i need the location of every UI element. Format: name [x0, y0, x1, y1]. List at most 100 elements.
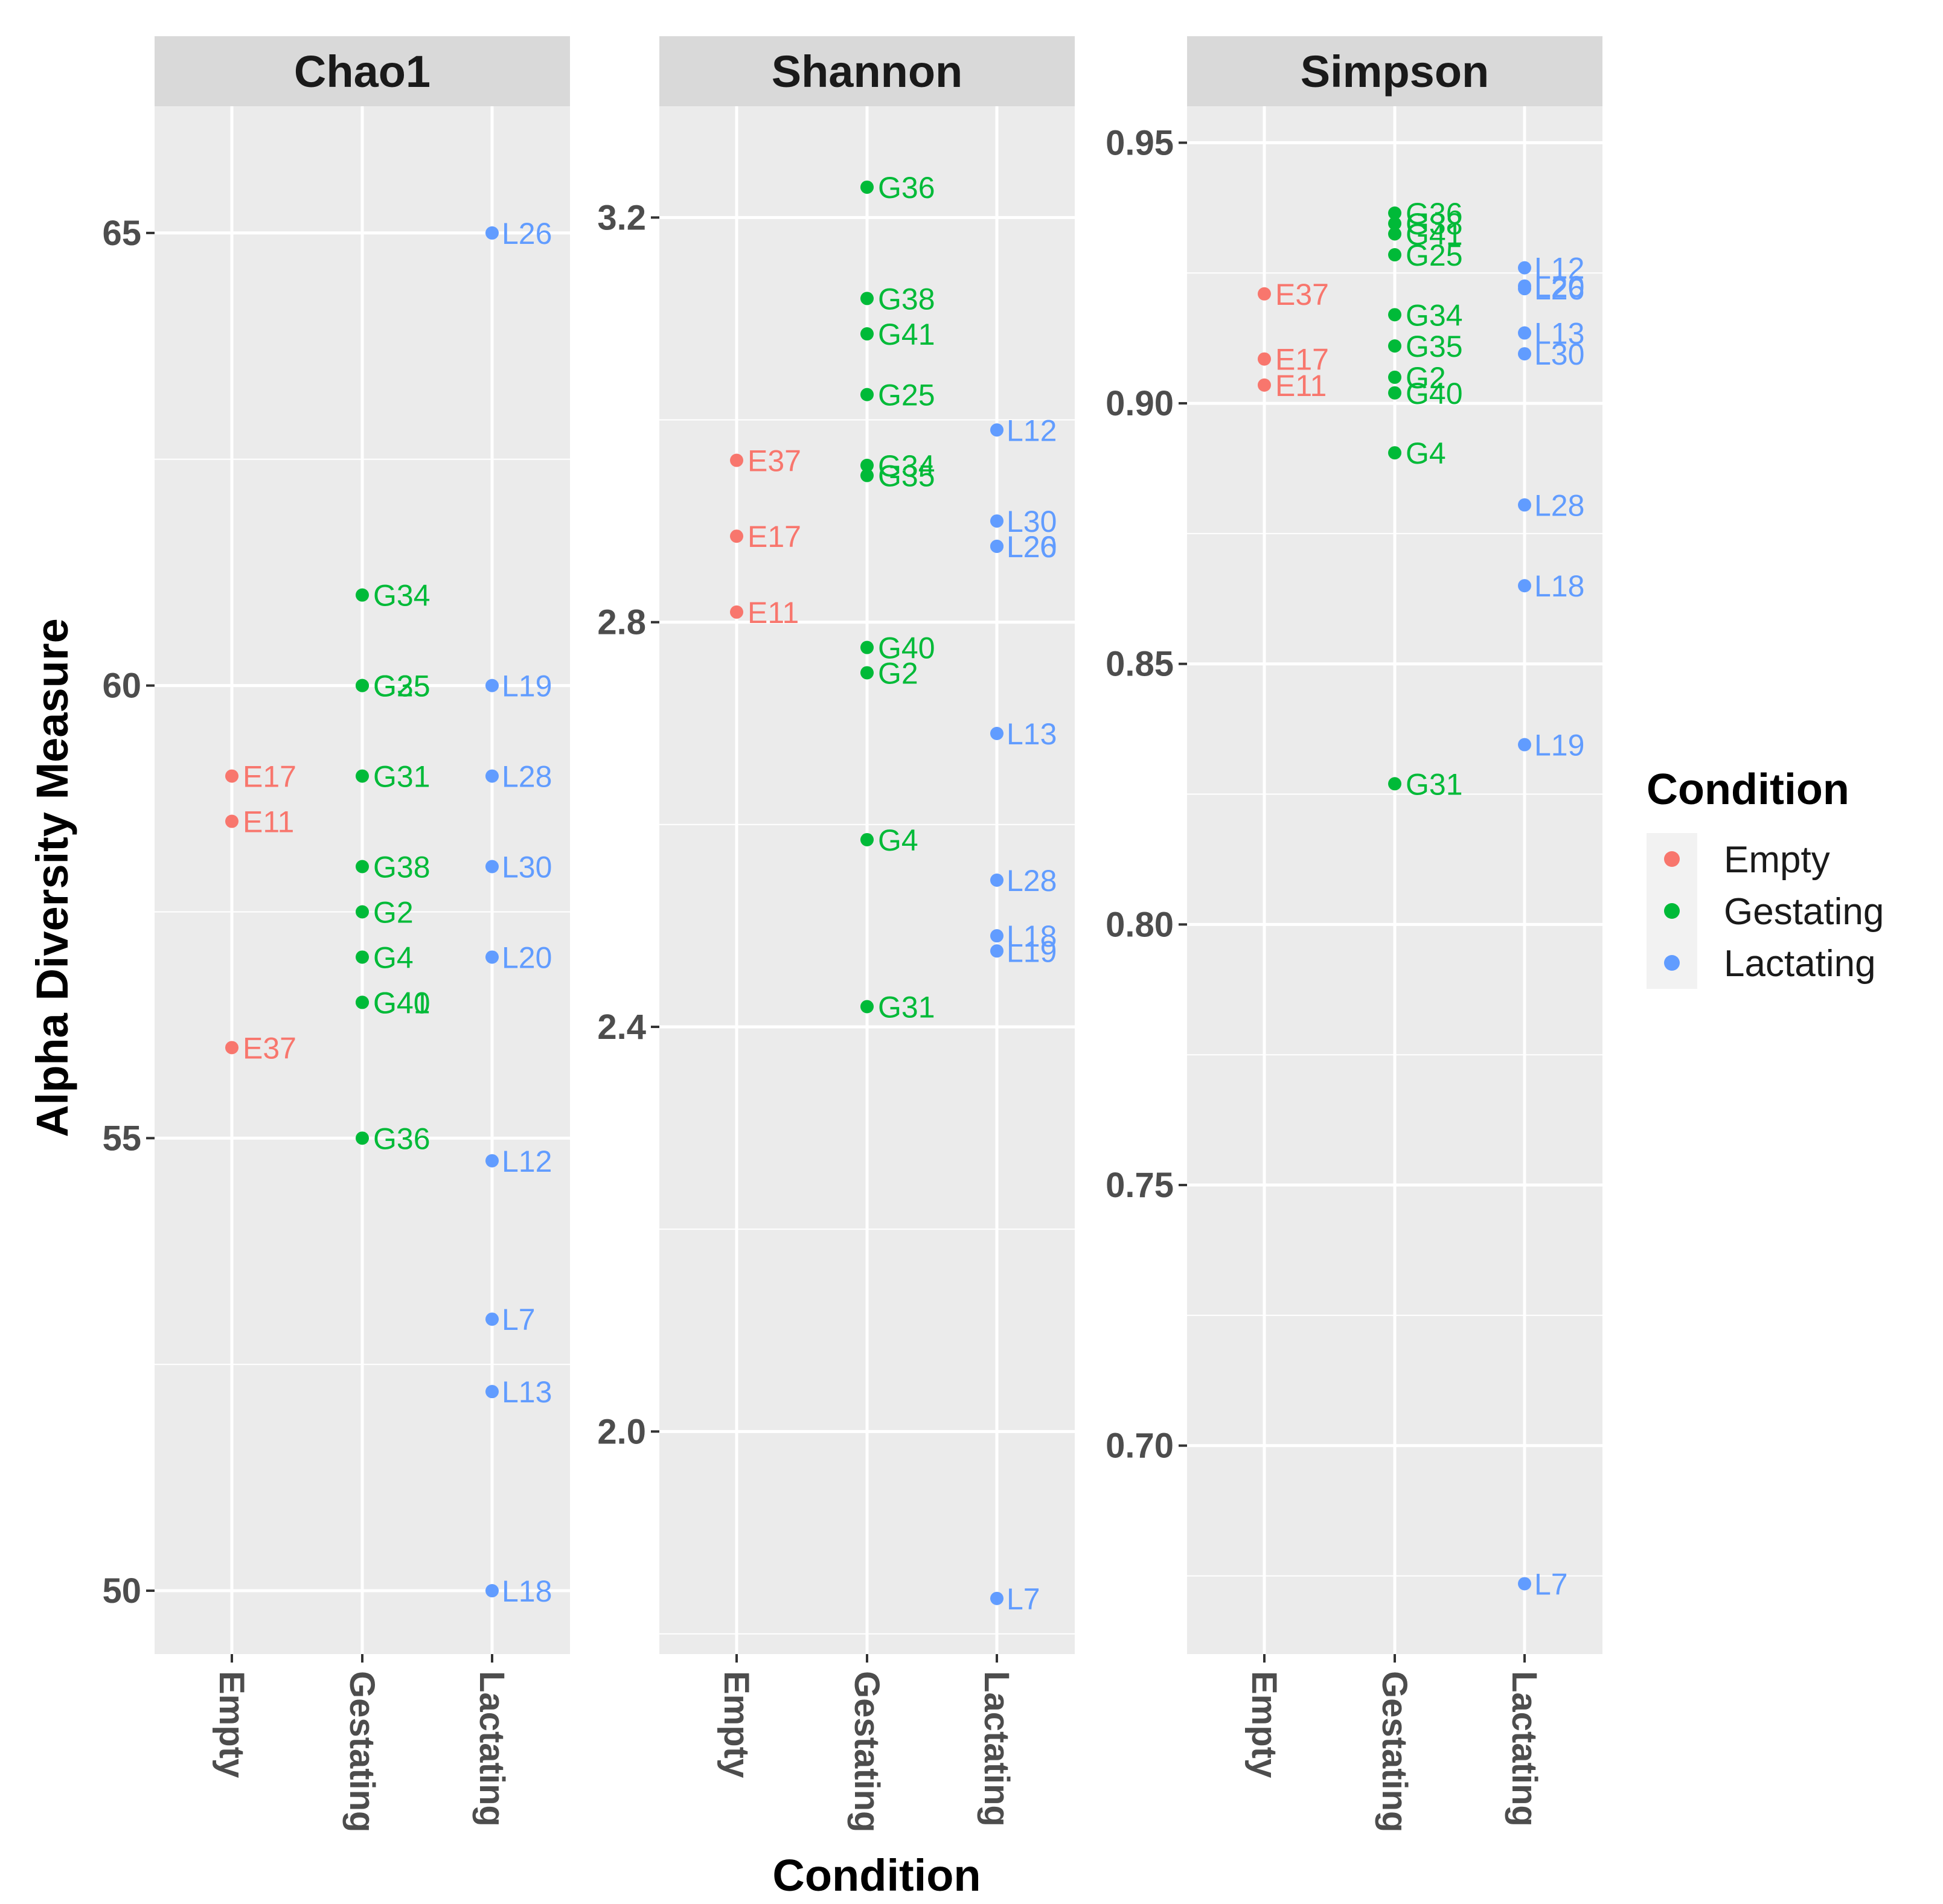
point-label-l30: L30: [1007, 505, 1057, 538]
point-label-l20: L20: [502, 941, 552, 974]
point-label-e11: E11: [747, 596, 799, 630]
x-tick-label-gestating: Gestating: [342, 1671, 382, 1833]
point-label-g36: G36: [878, 171, 935, 205]
data-point-g25: [1388, 248, 1401, 262]
y-tick-label: 0.85: [1106, 645, 1174, 684]
facet-strip: [155, 36, 570, 106]
data-point-e11: [1258, 378, 1271, 392]
data-point-l20: [990, 539, 1004, 553]
point-label-l19: L19: [502, 669, 552, 703]
point-label-g36: G36: [373, 1122, 431, 1155]
data-point-g25: [860, 388, 874, 401]
facet-strip-title: Shannon: [772, 46, 963, 97]
point-label-g2: G2: [878, 656, 918, 690]
facet-strip: [659, 36, 1075, 106]
y-tick-label: 0.75: [1106, 1166, 1174, 1205]
data-point-l18: [1518, 579, 1531, 593]
data-point-l7: [485, 1312, 499, 1326]
facet-strip: [1187, 36, 1602, 106]
data-point-l28: [990, 874, 1004, 887]
point-label-g25: G25: [373, 669, 431, 703]
y-tick-label: 0.70: [1106, 1426, 1174, 1466]
y-tick-label: 60: [102, 666, 141, 706]
point-label-l12: L12: [1007, 414, 1057, 447]
point-label-e11: E11: [243, 805, 294, 839]
legend-title: Condition: [1647, 765, 1849, 814]
point-label-l19: L19: [1007, 934, 1057, 968]
point-label-g31: G31: [878, 990, 935, 1024]
point-label-g35: G35: [878, 459, 935, 493]
data-point-g38: [1388, 217, 1401, 231]
y-tick-label: 50: [102, 1571, 141, 1611]
point-label-g41: G41: [878, 318, 935, 351]
data-point-l30: [990, 514, 1004, 528]
data-point-g31: [1388, 777, 1401, 791]
point-label-g38: G38: [373, 851, 431, 884]
point-label-g38: G38: [878, 282, 935, 316]
point-label-l26: L26: [1007, 530, 1057, 564]
point-label-l26: L26: [1534, 272, 1584, 306]
data-point-l12: [485, 1154, 499, 1168]
point-label-l26: L26: [502, 217, 552, 251]
y-tick-label: 2.8: [597, 603, 646, 642]
data-point-g40: [356, 995, 369, 1009]
point-label-e37: E37: [747, 444, 801, 478]
point-label-l28: L28: [1007, 864, 1057, 898]
x-tick-label-empty: Empty: [212, 1671, 251, 1778]
point-label-l18: L18: [1007, 919, 1057, 953]
point-label-g34: G34: [878, 449, 935, 483]
x-tick-label-lactating: Lactating: [1505, 1671, 1544, 1827]
y-tick-label: 0.80: [1106, 905, 1174, 944]
legend-label-gestating: Gestating: [1724, 891, 1884, 933]
data-point-g35: [860, 468, 874, 482]
data-point-l30: [1518, 347, 1531, 361]
data-point-g34: [1388, 308, 1401, 322]
point-label-l18: L18: [502, 1574, 552, 1608]
data-point-e11: [730, 605, 743, 619]
series-empty: E17 E11 E37: [225, 760, 296, 1065]
data-point-l13: [990, 727, 1004, 741]
data-point-l20: [485, 950, 499, 964]
data-point-e11: [225, 814, 238, 828]
y-tick-label: 0.90: [1106, 384, 1174, 423]
data-point-g36: [860, 180, 874, 194]
data-point-l30: [485, 860, 499, 874]
point-label-g2: G2: [373, 895, 414, 929]
x-tick-label-empty: Empty: [1244, 1671, 1284, 1778]
data-point-g2: [356, 905, 369, 919]
point-label-l28: L28: [502, 760, 552, 794]
point-label-l28: L28: [1534, 488, 1584, 522]
data-point-e17: [225, 769, 238, 783]
data-point-g40: [860, 641, 874, 654]
x-tick-label-gestating: Gestating: [1375, 1671, 1414, 1833]
series-lactating: L26 L19 L28 L30 L20 L12 L7 L13 L18: [485, 217, 552, 1608]
data-point-l12: [1518, 261, 1531, 275]
x-tick-label-lactating: Lactating: [977, 1671, 1016, 1827]
data-point-g36: [356, 1131, 369, 1145]
point-label-l12: L12: [1534, 252, 1584, 286]
point-label-g34: G34: [1406, 298, 1463, 332]
data-point-g40: [1388, 386, 1401, 400]
point-label-l13: L13: [502, 1375, 552, 1409]
data-point-l28: [485, 769, 499, 783]
point-label-g31: G31: [373, 760, 431, 794]
y-tick-label: 3.2: [597, 198, 646, 237]
data-point-g41: [860, 327, 874, 341]
data-point-l13: [1518, 326, 1531, 340]
data-point-g4: [860, 832, 874, 846]
data-point-g4: [356, 950, 369, 964]
point-label-e11: E11: [1275, 369, 1327, 403]
legend-label-lactating: Lactating: [1724, 943, 1876, 985]
data-point-g2: [1388, 370, 1401, 384]
point-label-g41: G41: [373, 986, 431, 1020]
point-label-g4: G4: [1406, 436, 1446, 470]
data-point-l28: [1518, 498, 1531, 512]
data-point-e17: [730, 529, 743, 543]
point-label-e17: E17: [747, 520, 801, 554]
